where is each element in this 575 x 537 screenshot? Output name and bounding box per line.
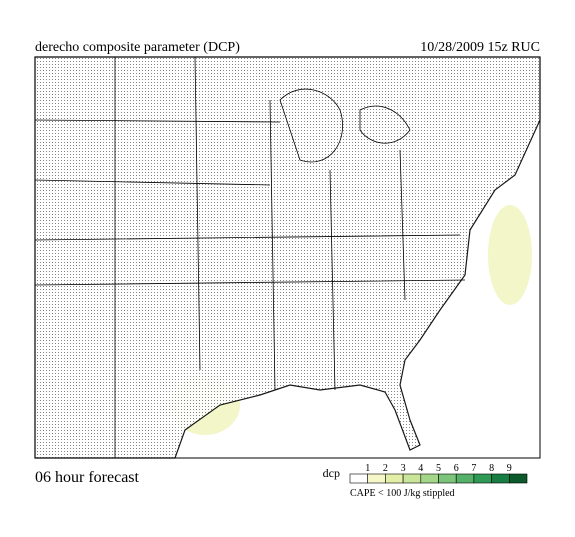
legend-label: dcp: [323, 466, 340, 480]
legend-tick: 5: [436, 463, 441, 474]
legend-tick: 1: [365, 463, 370, 474]
legend-tick: 2: [383, 463, 388, 474]
legend-swatch: [420, 473, 439, 484]
legend: 1 2 3 4 5 6 7 8 9: [349, 463, 528, 484]
legend-swatch: [438, 473, 457, 484]
map-frame: [34, 56, 541, 459]
legend-swatch: [385, 473, 404, 484]
legend-tick: 7: [471, 463, 476, 474]
legend-swatch: [349, 473, 369, 484]
map: [34, 56, 541, 459]
legend-tick: 6: [454, 463, 459, 474]
borders: [34, 56, 466, 458]
land: [34, 56, 541, 459]
legend-swatch: [455, 473, 475, 484]
legend-tick: 8: [489, 463, 494, 474]
legend-tick: 4: [418, 463, 423, 474]
valid-time: 10/28/2009 15z RUC: [420, 40, 540, 55]
dcp-area: [488, 205, 532, 305]
legend-tick: 3: [401, 463, 406, 474]
title: derecho composite parameter (DCP): [35, 40, 240, 55]
legend-swatch: [402, 473, 422, 484]
legend-swatch: [491, 473, 510, 484]
forecast-label: 06 hour forecast: [35, 469, 140, 486]
legend-note: CAPE < 100 J/kg stippled: [350, 488, 455, 499]
legend-swatch: [367, 473, 386, 484]
legend-tick: 9: [507, 463, 512, 474]
legend-swatch: [473, 473, 492, 484]
legend-swatch: [508, 473, 528, 484]
